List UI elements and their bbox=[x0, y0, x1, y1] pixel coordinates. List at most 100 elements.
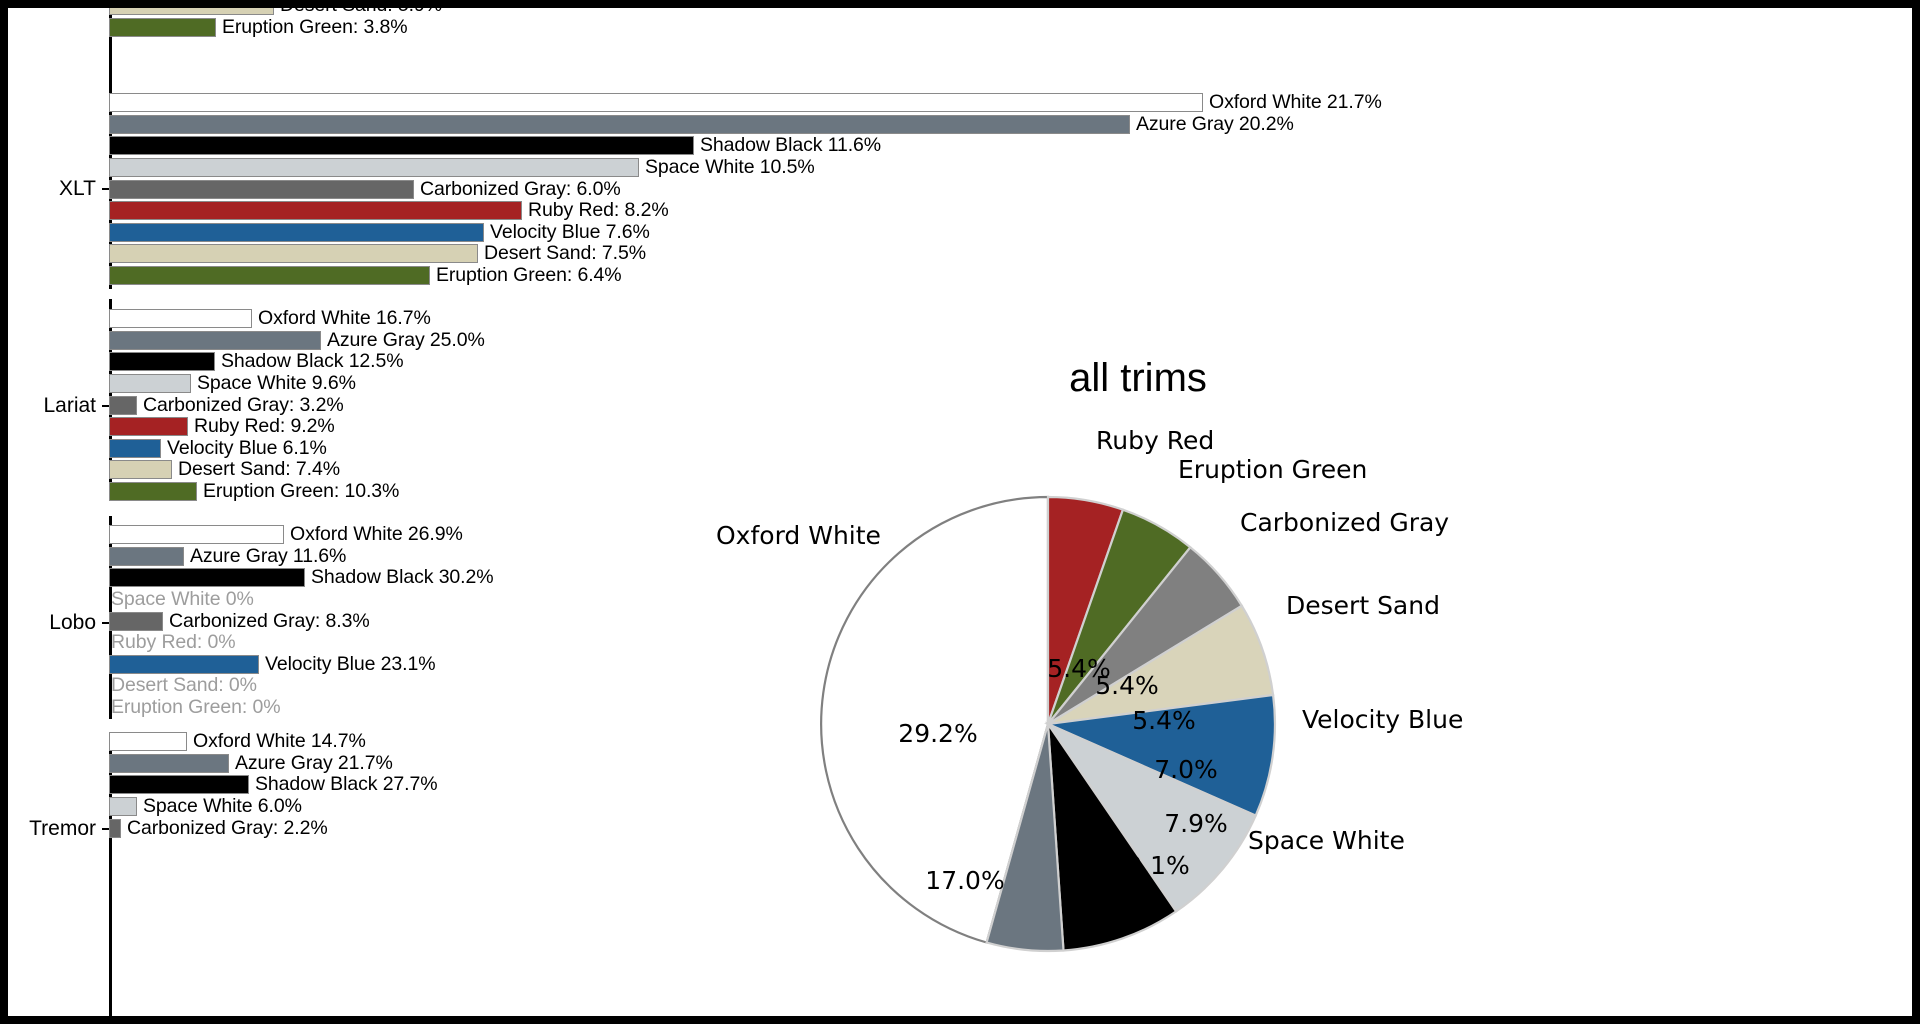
bar-row[interactable]: Space White 10.5% bbox=[109, 157, 1382, 179]
bar-row[interactable]: Desert Sand: 0% bbox=[109, 675, 493, 697]
bar-group: Ruby Red: 4.0% Velocity Blue 6.3% Desert… bbox=[109, 4, 457, 38]
bar-oxford-white[interactable] bbox=[109, 309, 252, 329]
bar-label-zero: Space White 0% bbox=[111, 588, 254, 611]
y-tick-label-tremor: Tremor bbox=[29, 817, 96, 840]
bar-label: Carbonized Gray: 6.0% bbox=[420, 177, 621, 200]
pie-svg: 29.2% 5.4% 5.4% 5.4% 7.0% 7.9% 9.1% 17.0… bbox=[820, 495, 1277, 953]
bar-row[interactable]: Velocity Blue 7.6% bbox=[109, 222, 1382, 244]
bar-row[interactable]: Ruby Red: 0% bbox=[109, 632, 493, 654]
bar-azure-gray[interactable] bbox=[109, 114, 1130, 134]
bar-label: Desert Sand: 5.9% bbox=[280, 4, 442, 17]
pie-slice-velocity-blue[interactable] bbox=[1043, 693, 1277, 818]
bar-label: Shadow Black 12.5% bbox=[221, 350, 404, 373]
bar-row[interactable]: Azure Gray 21.7% bbox=[109, 753, 437, 775]
bar-row[interactable]: Oxford White 16.7% bbox=[109, 308, 485, 330]
bar-eruption-green[interactable] bbox=[109, 18, 216, 38]
bar-velocity-blue[interactable] bbox=[109, 654, 259, 674]
bar-row[interactable]: Space White 6.0% bbox=[109, 796, 437, 818]
bar-label: Desert Sand: 7.5% bbox=[484, 242, 646, 265]
bar-row[interactable]: Shadow Black 27.7% bbox=[109, 774, 438, 796]
bar-label: Shadow Black 30.2% bbox=[311, 566, 494, 589]
bar-desert-sand[interactable] bbox=[109, 244, 478, 264]
bar-azure-gray[interactable] bbox=[109, 546, 184, 566]
bar-row[interactable]: Ruby Red: 9.2% bbox=[109, 416, 485, 438]
bar-eruption-green[interactable] bbox=[109, 482, 197, 502]
bar-oxford-white[interactable] bbox=[109, 93, 1203, 113]
bar-ruby-red[interactable] bbox=[109, 417, 188, 437]
bar-label: Velocity Blue 6.1% bbox=[167, 436, 327, 459]
pie-chart-title: all trims bbox=[1069, 356, 1207, 400]
bar-label: Velocity Blue 23.1% bbox=[265, 652, 436, 675]
bar-label: Azure Gray 20.2% bbox=[1136, 112, 1294, 135]
bar-oxford-white[interactable] bbox=[109, 732, 187, 752]
bar-carbonized-gray[interactable] bbox=[109, 395, 137, 415]
pie-legend-oxford-white: Oxford White bbox=[716, 521, 881, 550]
bar-row[interactable]: Eruption Green: 0% bbox=[109, 697, 493, 719]
pie-pct-oxford-white: 29.2% bbox=[898, 719, 977, 748]
bar-row[interactable]: Azure Gray 11.6% bbox=[109, 546, 493, 568]
bar-eruption-green[interactable] bbox=[109, 266, 430, 286]
bar-row[interactable]: Azure Gray 25.0% bbox=[109, 330, 485, 352]
bar-carbonized-gray[interactable] bbox=[109, 179, 414, 199]
bar-ruby-red[interactable] bbox=[109, 201, 522, 221]
bar-label: Azure Gray 11.6% bbox=[190, 544, 347, 567]
pie-legend-carbonized-gray: Carbonized Gray bbox=[1240, 508, 1450, 537]
bar-shadow-black[interactable] bbox=[109, 352, 215, 372]
bar-row[interactable]: Eruption Green: 10.3% bbox=[109, 481, 485, 503]
bar-group-tremor: Oxford White 14.7% Azure Gray 21.7% Shad… bbox=[109, 731, 438, 839]
bar-row[interactable]: Oxford White 14.7% bbox=[109, 731, 437, 753]
bar-label-zero: Ruby Red: 0% bbox=[111, 631, 236, 654]
pie-slice-oxford-white[interactable] bbox=[820, 495, 1050, 944]
bar-desert-sand[interactable] bbox=[109, 4, 274, 16]
bar-row[interactable]: Azure Gray 20.2% bbox=[109, 114, 1382, 136]
bar-shadow-black[interactable] bbox=[109, 775, 249, 795]
bar-row[interactable]: Desert Sand: 7.5% bbox=[109, 243, 1382, 265]
y-axis-spine bbox=[109, 732, 112, 1020]
bar-label: Oxford White 14.7% bbox=[193, 730, 366, 753]
bar-velocity-blue[interactable] bbox=[109, 438, 161, 458]
bar-velocity-blue[interactable] bbox=[109, 222, 484, 242]
bar-row[interactable]: Velocity Blue 23.1% bbox=[109, 654, 493, 676]
bar-row[interactable]: Desert Sand: 5.9% bbox=[109, 4, 457, 17]
bar-azure-gray[interactable] bbox=[109, 330, 321, 350]
bar-label: Azure Gray 25.0% bbox=[327, 328, 485, 351]
bar-label: Ruby Red: 9.2% bbox=[194, 415, 335, 438]
bar-oxford-white[interactable] bbox=[109, 525, 284, 545]
bar-row[interactable]: Carbonized Gray: 3.2% bbox=[109, 394, 485, 416]
bar-space-white[interactable] bbox=[109, 797, 137, 817]
bar-row[interactable]: Eruption Green: 3.8% bbox=[109, 17, 457, 39]
bar-shadow-black[interactable] bbox=[109, 136, 694, 156]
bar-row[interactable]: Shadow Black 12.5% bbox=[109, 351, 485, 373]
bar-row[interactable]: Oxford White 21.7% bbox=[109, 92, 1382, 114]
bar-space-white[interactable] bbox=[109, 374, 191, 394]
bar-row[interactable]: Ruby Red: 8.2% bbox=[109, 200, 1382, 222]
bar-group-lobo: Oxford White 26.9% Azure Gray 11.6% Shad… bbox=[109, 524, 494, 719]
bar-label-zero: Desert Sand: 0% bbox=[111, 674, 257, 697]
bar-group-xlt: Oxford White 21.7% Azure Gray 20.2% Shad… bbox=[109, 92, 1382, 286]
pie-slice-space-white[interactable] bbox=[1044, 721, 1258, 913]
bar-row[interactable]: Velocity Blue 6.1% bbox=[109, 438, 485, 460]
bar-row[interactable]: Shadow Black 11.6% bbox=[109, 135, 1382, 157]
bar-azure-gray[interactable] bbox=[109, 753, 229, 773]
bar-row[interactable]: Carbonized Gray: 2.2% bbox=[109, 817, 437, 839]
bar-shadow-black[interactable] bbox=[109, 568, 305, 588]
pie-slice-shadow-black[interactable] bbox=[1046, 720, 1178, 952]
pie-slice-azure-gray[interactable] bbox=[985, 723, 1065, 953]
bar-row[interactable]: Shadow Black 30.2% bbox=[109, 566, 494, 589]
bar-row[interactable]: Carbonized Gray: 8.3% bbox=[109, 610, 493, 632]
bar-row[interactable]: Space White 0% bbox=[109, 589, 493, 611]
bar-space-white[interactable] bbox=[109, 158, 639, 178]
bar-carbonized-gray[interactable] bbox=[109, 818, 121, 838]
y-tick-label-lariat: Lariat bbox=[43, 394, 96, 417]
bar-row[interactable]: Eruption Green: 6.4% bbox=[109, 265, 1382, 287]
bar-row[interactable]: Oxford White 26.9% bbox=[109, 524, 493, 546]
bar-row[interactable]: Space White 9.6% bbox=[109, 373, 485, 395]
bar-row[interactable]: Carbonized Gray: 6.0% bbox=[109, 178, 1382, 200]
bar-carbonized-gray[interactable] bbox=[109, 611, 163, 631]
pie-pct-velocity-blue: 7.9% bbox=[1164, 809, 1228, 838]
bar-label: Space White 10.5% bbox=[645, 156, 815, 179]
bar-desert-sand[interactable] bbox=[109, 460, 172, 480]
bar-row[interactable]: Desert Sand: 7.4% bbox=[109, 459, 485, 481]
bar-label: Oxford White 21.7% bbox=[1209, 91, 1382, 114]
bar-label: Shadow Black 11.6% bbox=[700, 134, 882, 157]
